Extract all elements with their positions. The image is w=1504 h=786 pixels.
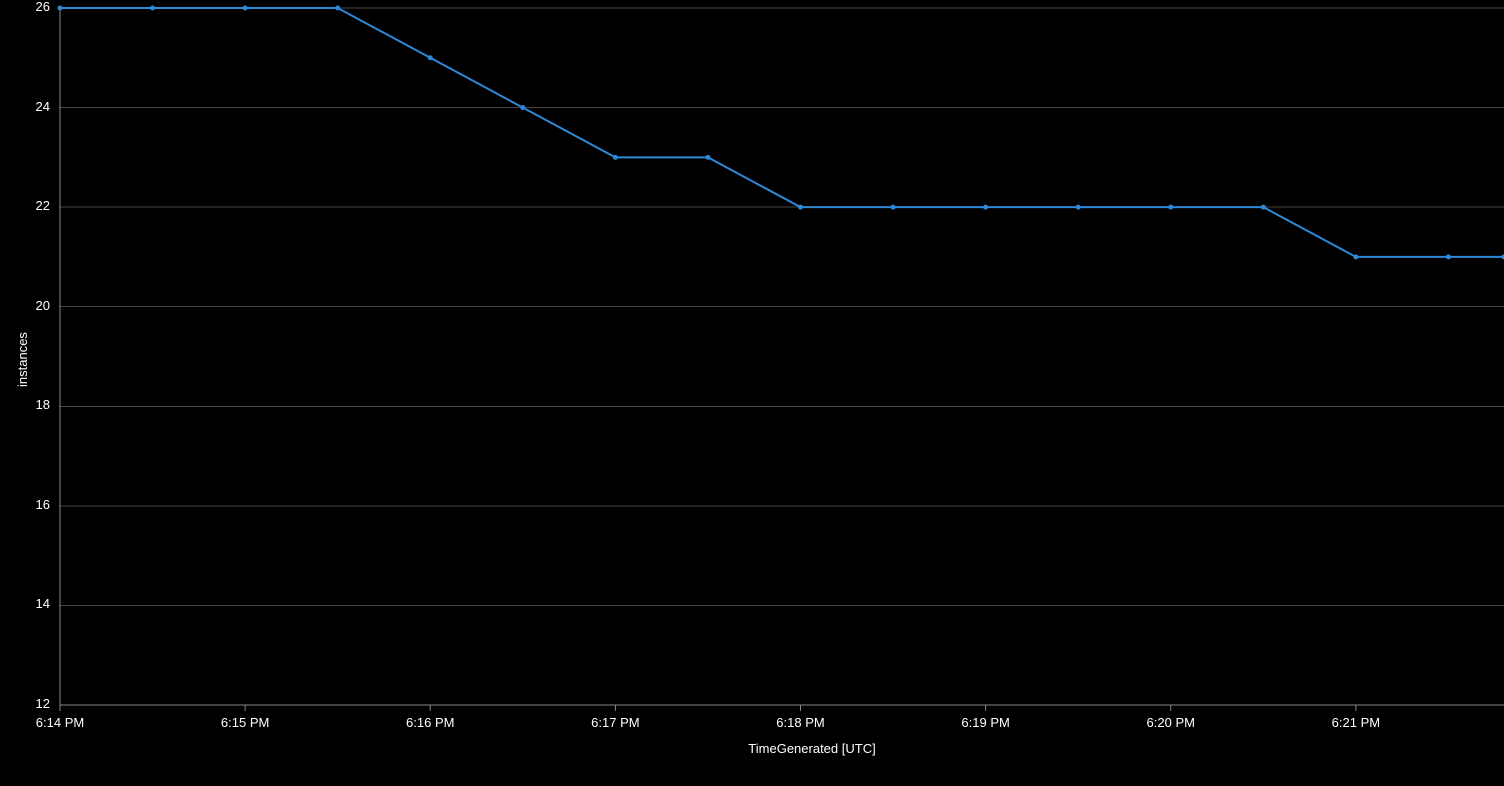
y-tick-label: 24: [0, 99, 50, 114]
y-tick-label: 16: [0, 497, 50, 512]
x-tick-label: 6:14 PM: [36, 715, 84, 730]
data-point[interactable]: [1168, 205, 1173, 210]
data-point[interactable]: [520, 105, 525, 110]
y-tick-label: 22: [0, 198, 50, 213]
data-point[interactable]: [1353, 254, 1358, 259]
y-tick-label: 18: [0, 397, 50, 412]
data-point[interactable]: [613, 155, 618, 160]
y-tick-label: 14: [0, 596, 50, 611]
data-point[interactable]: [243, 6, 248, 11]
x-tick-label: 6:19 PM: [961, 715, 1009, 730]
data-point[interactable]: [150, 6, 155, 11]
data-point[interactable]: [1076, 205, 1081, 210]
data-point[interactable]: [58, 6, 63, 11]
x-tick-label: 6:16 PM: [406, 715, 454, 730]
data-point[interactable]: [983, 205, 988, 210]
x-tick-label: 6:20 PM: [1147, 715, 1195, 730]
y-tick-label: 20: [0, 298, 50, 313]
series-markers: [58, 6, 1504, 260]
y-axis-title: instances: [15, 332, 30, 387]
x-tick-label: 6:21 PM: [1332, 715, 1380, 730]
x-axis-title: TimeGenerated [UTC]: [712, 741, 912, 756]
x-tick-label: 6:18 PM: [776, 715, 824, 730]
data-point[interactable]: [705, 155, 710, 160]
data-point[interactable]: [891, 205, 896, 210]
gridlines: [60, 8, 1504, 705]
data-point[interactable]: [1446, 254, 1451, 259]
data-point[interactable]: [798, 205, 803, 210]
instances-line-chart[interactable]: instances TimeGenerated [UTC] 12 14 16 18 20…: [0, 0, 1504, 786]
data-point[interactable]: [1261, 205, 1266, 210]
x-tick-label: 6:15 PM: [221, 715, 269, 730]
y-tick-label: 26: [0, 0, 50, 14]
data-point[interactable]: [335, 6, 340, 11]
series-line: [60, 8, 1504, 257]
y-tick-label: 12: [0, 696, 50, 711]
x-tick-label: 6:17 PM: [591, 715, 639, 730]
data-point[interactable]: [428, 55, 433, 60]
chart-svg: [0, 0, 1504, 786]
